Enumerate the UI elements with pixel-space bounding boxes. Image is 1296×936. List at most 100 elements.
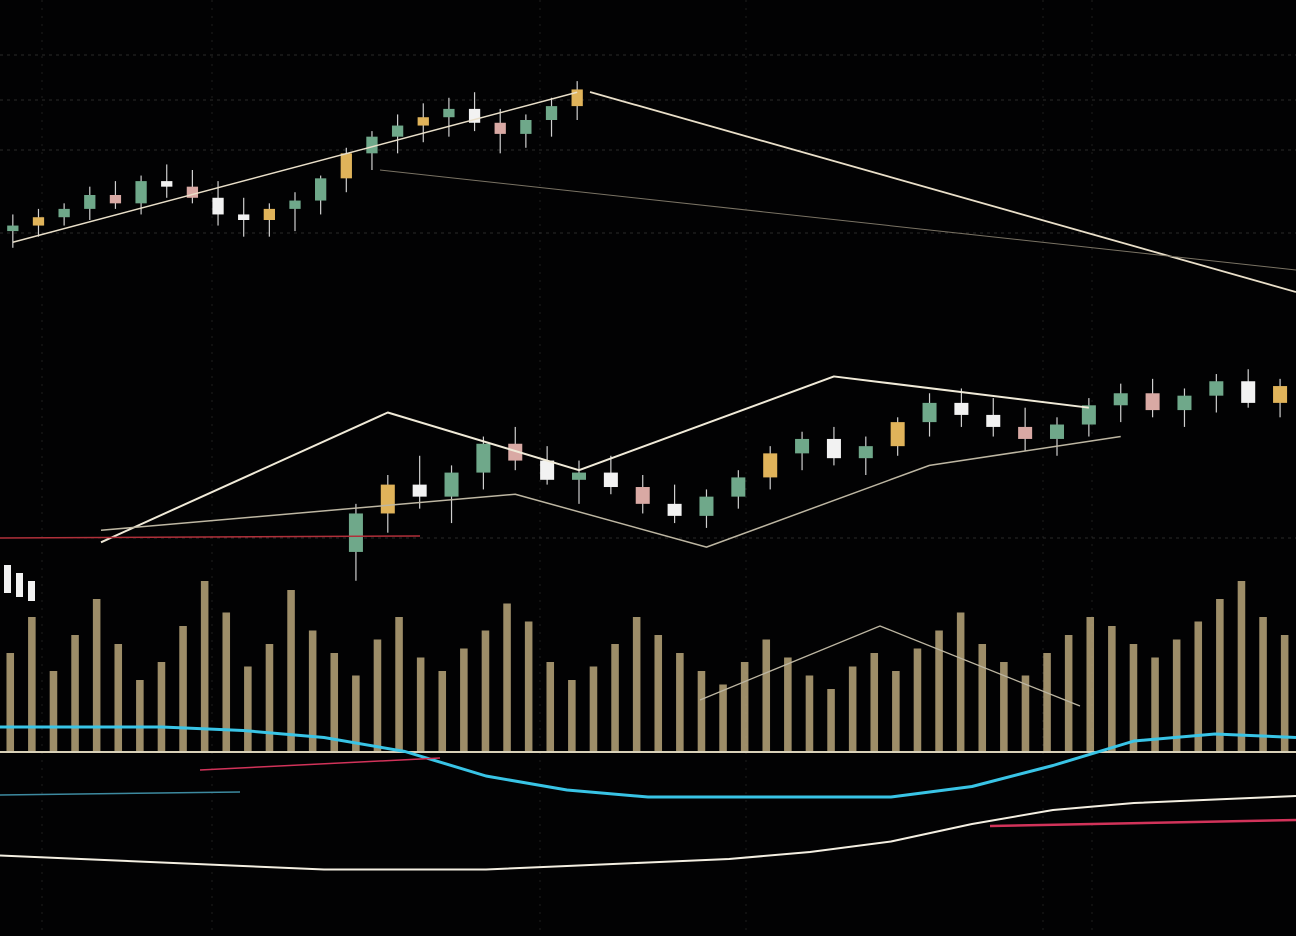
volume-bar [762, 639, 771, 752]
candle-body [32, 217, 45, 226]
candle-body [1081, 405, 1096, 425]
volume-bar [373, 639, 382, 752]
candle-body [58, 208, 70, 218]
candle-body [391, 125, 404, 137]
volume-bar [330, 653, 339, 752]
volume-bar [136, 680, 144, 752]
volume-bar [287, 590, 295, 752]
trendline [379, 169, 1296, 271]
candle-body [545, 106, 558, 120]
volume-bar [935, 630, 943, 752]
candle-body [186, 186, 199, 198]
volume-bar [244, 666, 252, 752]
candle-body [1209, 381, 1224, 396]
volume-bar [568, 680, 576, 752]
candle-body [508, 443, 523, 461]
trendline [699, 625, 1081, 707]
volume-bar [1021, 675, 1030, 752]
candle-body [571, 472, 587, 480]
candle-body [540, 460, 555, 480]
candle-body [161, 181, 173, 187]
candle-body [84, 195, 96, 209]
trendline [12, 91, 578, 243]
volume-bar [222, 612, 231, 752]
volume-bar [1151, 657, 1159, 752]
candle-body [412, 484, 427, 497]
candle-body [444, 472, 459, 497]
volume-bar [71, 635, 79, 752]
candle-body [571, 89, 583, 107]
candle-body [263, 208, 275, 220]
candle-body [699, 496, 714, 516]
volume-bar [1237, 581, 1246, 752]
volume-bar [546, 662, 555, 752]
candle-body [795, 438, 810, 454]
volume-bar [1108, 626, 1116, 752]
signal-line [0, 795, 1296, 871]
volume-bar [114, 644, 123, 752]
volume-bar [460, 648, 468, 752]
candle-body [238, 214, 250, 220]
candle-body [417, 117, 429, 126]
candle-body [520, 120, 532, 134]
volume-bar [1043, 653, 1051, 752]
candle-body [28, 581, 35, 601]
candle-body [1177, 395, 1192, 411]
volume-bar [892, 671, 900, 752]
candle-body [1113, 393, 1128, 406]
candle-body [1018, 426, 1033, 439]
volume-bar [395, 617, 403, 752]
candle-body [289, 200, 301, 209]
volume-bar [1000, 662, 1008, 752]
candle-body [603, 472, 618, 488]
candle-body [7, 225, 19, 232]
volume-bar [1172, 639, 1181, 752]
volume-bar [308, 630, 317, 752]
trendline [589, 91, 1296, 293]
upper-price-panel [7, 81, 1296, 293]
volume-bar [913, 648, 922, 752]
candle-body [4, 565, 11, 593]
volume-bar [654, 635, 663, 752]
volume-bar [956, 612, 965, 752]
candle-body [16, 573, 23, 597]
candle-body [443, 108, 455, 118]
volume-bar [6, 653, 15, 752]
volume-bar [805, 675, 814, 752]
volume-bar [352, 675, 360, 752]
volume-bar [265, 644, 274, 752]
candle-body [476, 443, 491, 473]
volume-bar [92, 599, 101, 752]
candle-body [858, 446, 873, 459]
volume-bar [481, 630, 490, 752]
volume-bar [676, 653, 684, 752]
candle-body [366, 136, 378, 154]
volume-bar [1259, 617, 1267, 752]
candle-body [922, 402, 937, 423]
candle-body [763, 453, 778, 478]
volume-bar [589, 666, 598, 752]
volume-bar [157, 662, 166, 752]
candle-body [1049, 424, 1065, 439]
volume-bar [200, 581, 209, 752]
volume-bar [416, 657, 425, 752]
volume-bar [611, 644, 619, 752]
volume-bar [1216, 599, 1224, 752]
indicator-line [0, 791, 241, 796]
candle-body [890, 422, 905, 447]
candle-body [348, 513, 363, 552]
indicator-panel [0, 725, 1296, 871]
candle-body [135, 181, 147, 204]
candle-body [109, 195, 122, 204]
volume-bar [848, 666, 857, 752]
volume-bar [1194, 621, 1203, 752]
candle-body [954, 402, 969, 415]
indicator-line [989, 818, 1296, 828]
volume-bar [1129, 644, 1138, 752]
level-line [0, 535, 421, 539]
candle-body [340, 153, 352, 179]
volume-bar [28, 617, 36, 752]
candle-body [212, 197, 224, 215]
indicator-line [199, 757, 441, 771]
